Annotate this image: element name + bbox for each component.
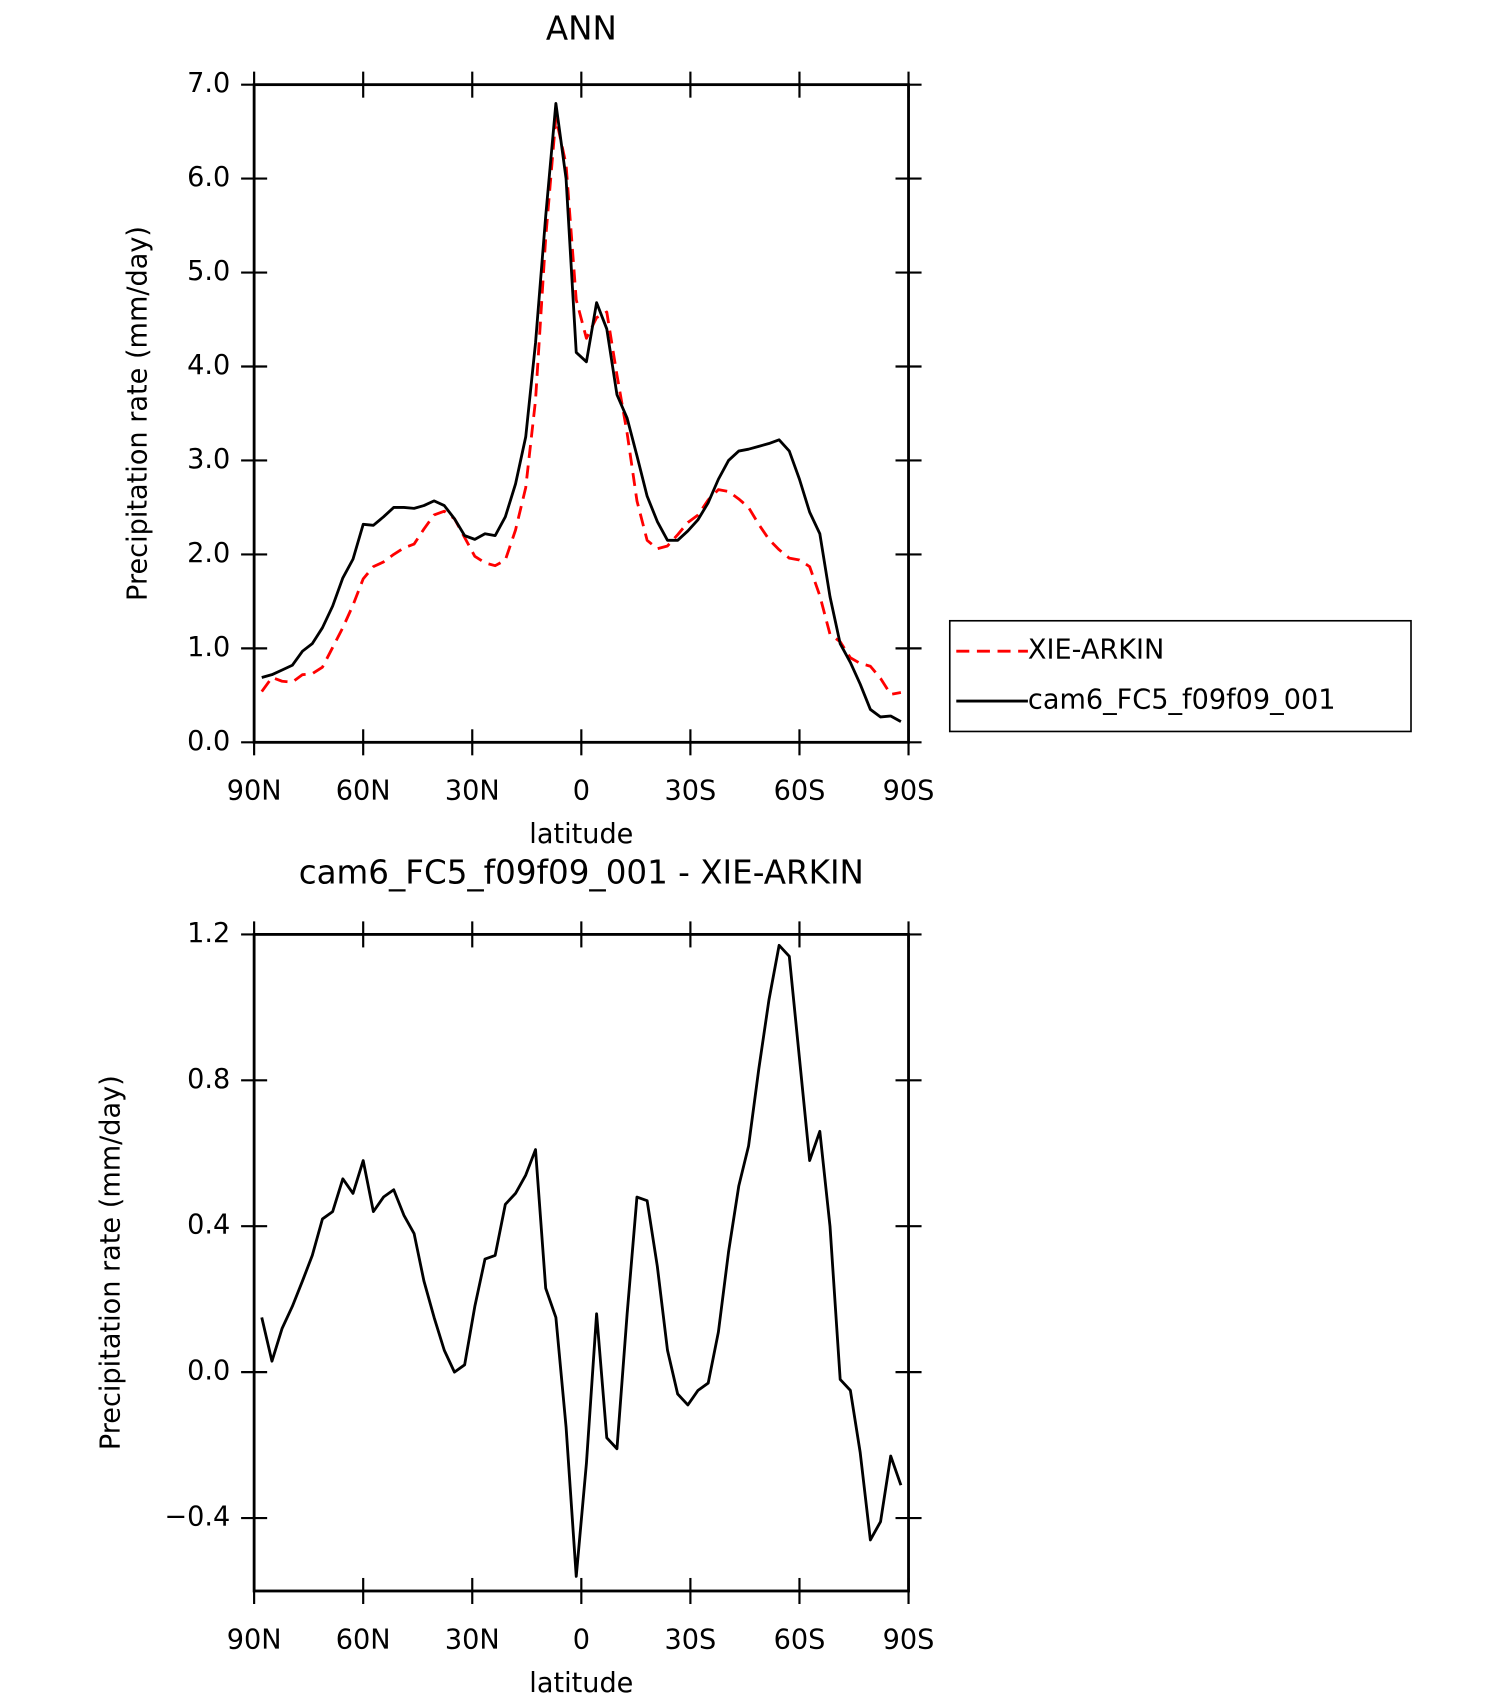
y-tick-label: 7.0	[187, 68, 230, 99]
y-tick-label: −0.4	[164, 1502, 230, 1533]
y-tick-label: 1.0	[187, 632, 230, 663]
y-tick-label: 0.4	[187, 1210, 230, 1241]
y-tick-label: 3.0	[187, 444, 230, 475]
data-line	[261, 102, 902, 723]
x-tick-label: 90S	[883, 776, 935, 807]
y-tick-label: 0.0	[187, 1356, 230, 1387]
plot-frame	[252, 932, 910, 1593]
data-line	[260, 943, 903, 1578]
x-tick-label: 30N	[445, 776, 500, 807]
y-axis-label: Precipitation rate (mm/day)	[123, 226, 154, 601]
legend-label: cam6_FC5_f09f09_001	[1028, 685, 1336, 716]
x-tick-label: 90N	[227, 1624, 282, 1655]
chart-title: ANN	[546, 9, 617, 47]
x-tick-label: 60N	[336, 776, 391, 807]
x-tick-label: 60N	[336, 1624, 391, 1655]
x-tick-label: 0	[573, 776, 590, 807]
y-axis-label: Precipitation rate (mm/day)	[95, 1075, 126, 1450]
y-tick-label: 0.0	[187, 726, 230, 757]
x-tick-label: 60S	[774, 776, 826, 807]
legend-label: XIE-ARKIN	[1028, 635, 1164, 666]
y-tick-label: 1.2	[187, 918, 230, 949]
x-tick-label: 90S	[883, 1624, 935, 1655]
x-tick-label: 90N	[227, 776, 282, 807]
y-tick-label: 5.0	[187, 256, 230, 287]
y-tick-label: 4.0	[187, 350, 230, 381]
y-tick-label: 0.8	[187, 1064, 230, 1095]
legend-box	[948, 619, 1412, 733]
x-axis-label: latitude	[529, 1668, 633, 1693]
y-tick-label: 2.0	[187, 538, 230, 569]
x-tick-label: 60S	[774, 1624, 826, 1655]
x-axis-label: latitude	[529, 819, 633, 850]
plot-frame	[252, 83, 910, 744]
data-line	[260, 116, 902, 696]
x-tick-label: 30S	[665, 776, 717, 807]
x-tick-label: 0	[573, 1624, 590, 1655]
y-tick-label: 6.0	[187, 162, 230, 193]
chart-title: cam6_FC5_f09f09_001 - XIE-ARKIN	[299, 854, 864, 892]
x-tick-label: 30S	[665, 1624, 717, 1655]
x-tick-label: 30N	[445, 1624, 500, 1655]
